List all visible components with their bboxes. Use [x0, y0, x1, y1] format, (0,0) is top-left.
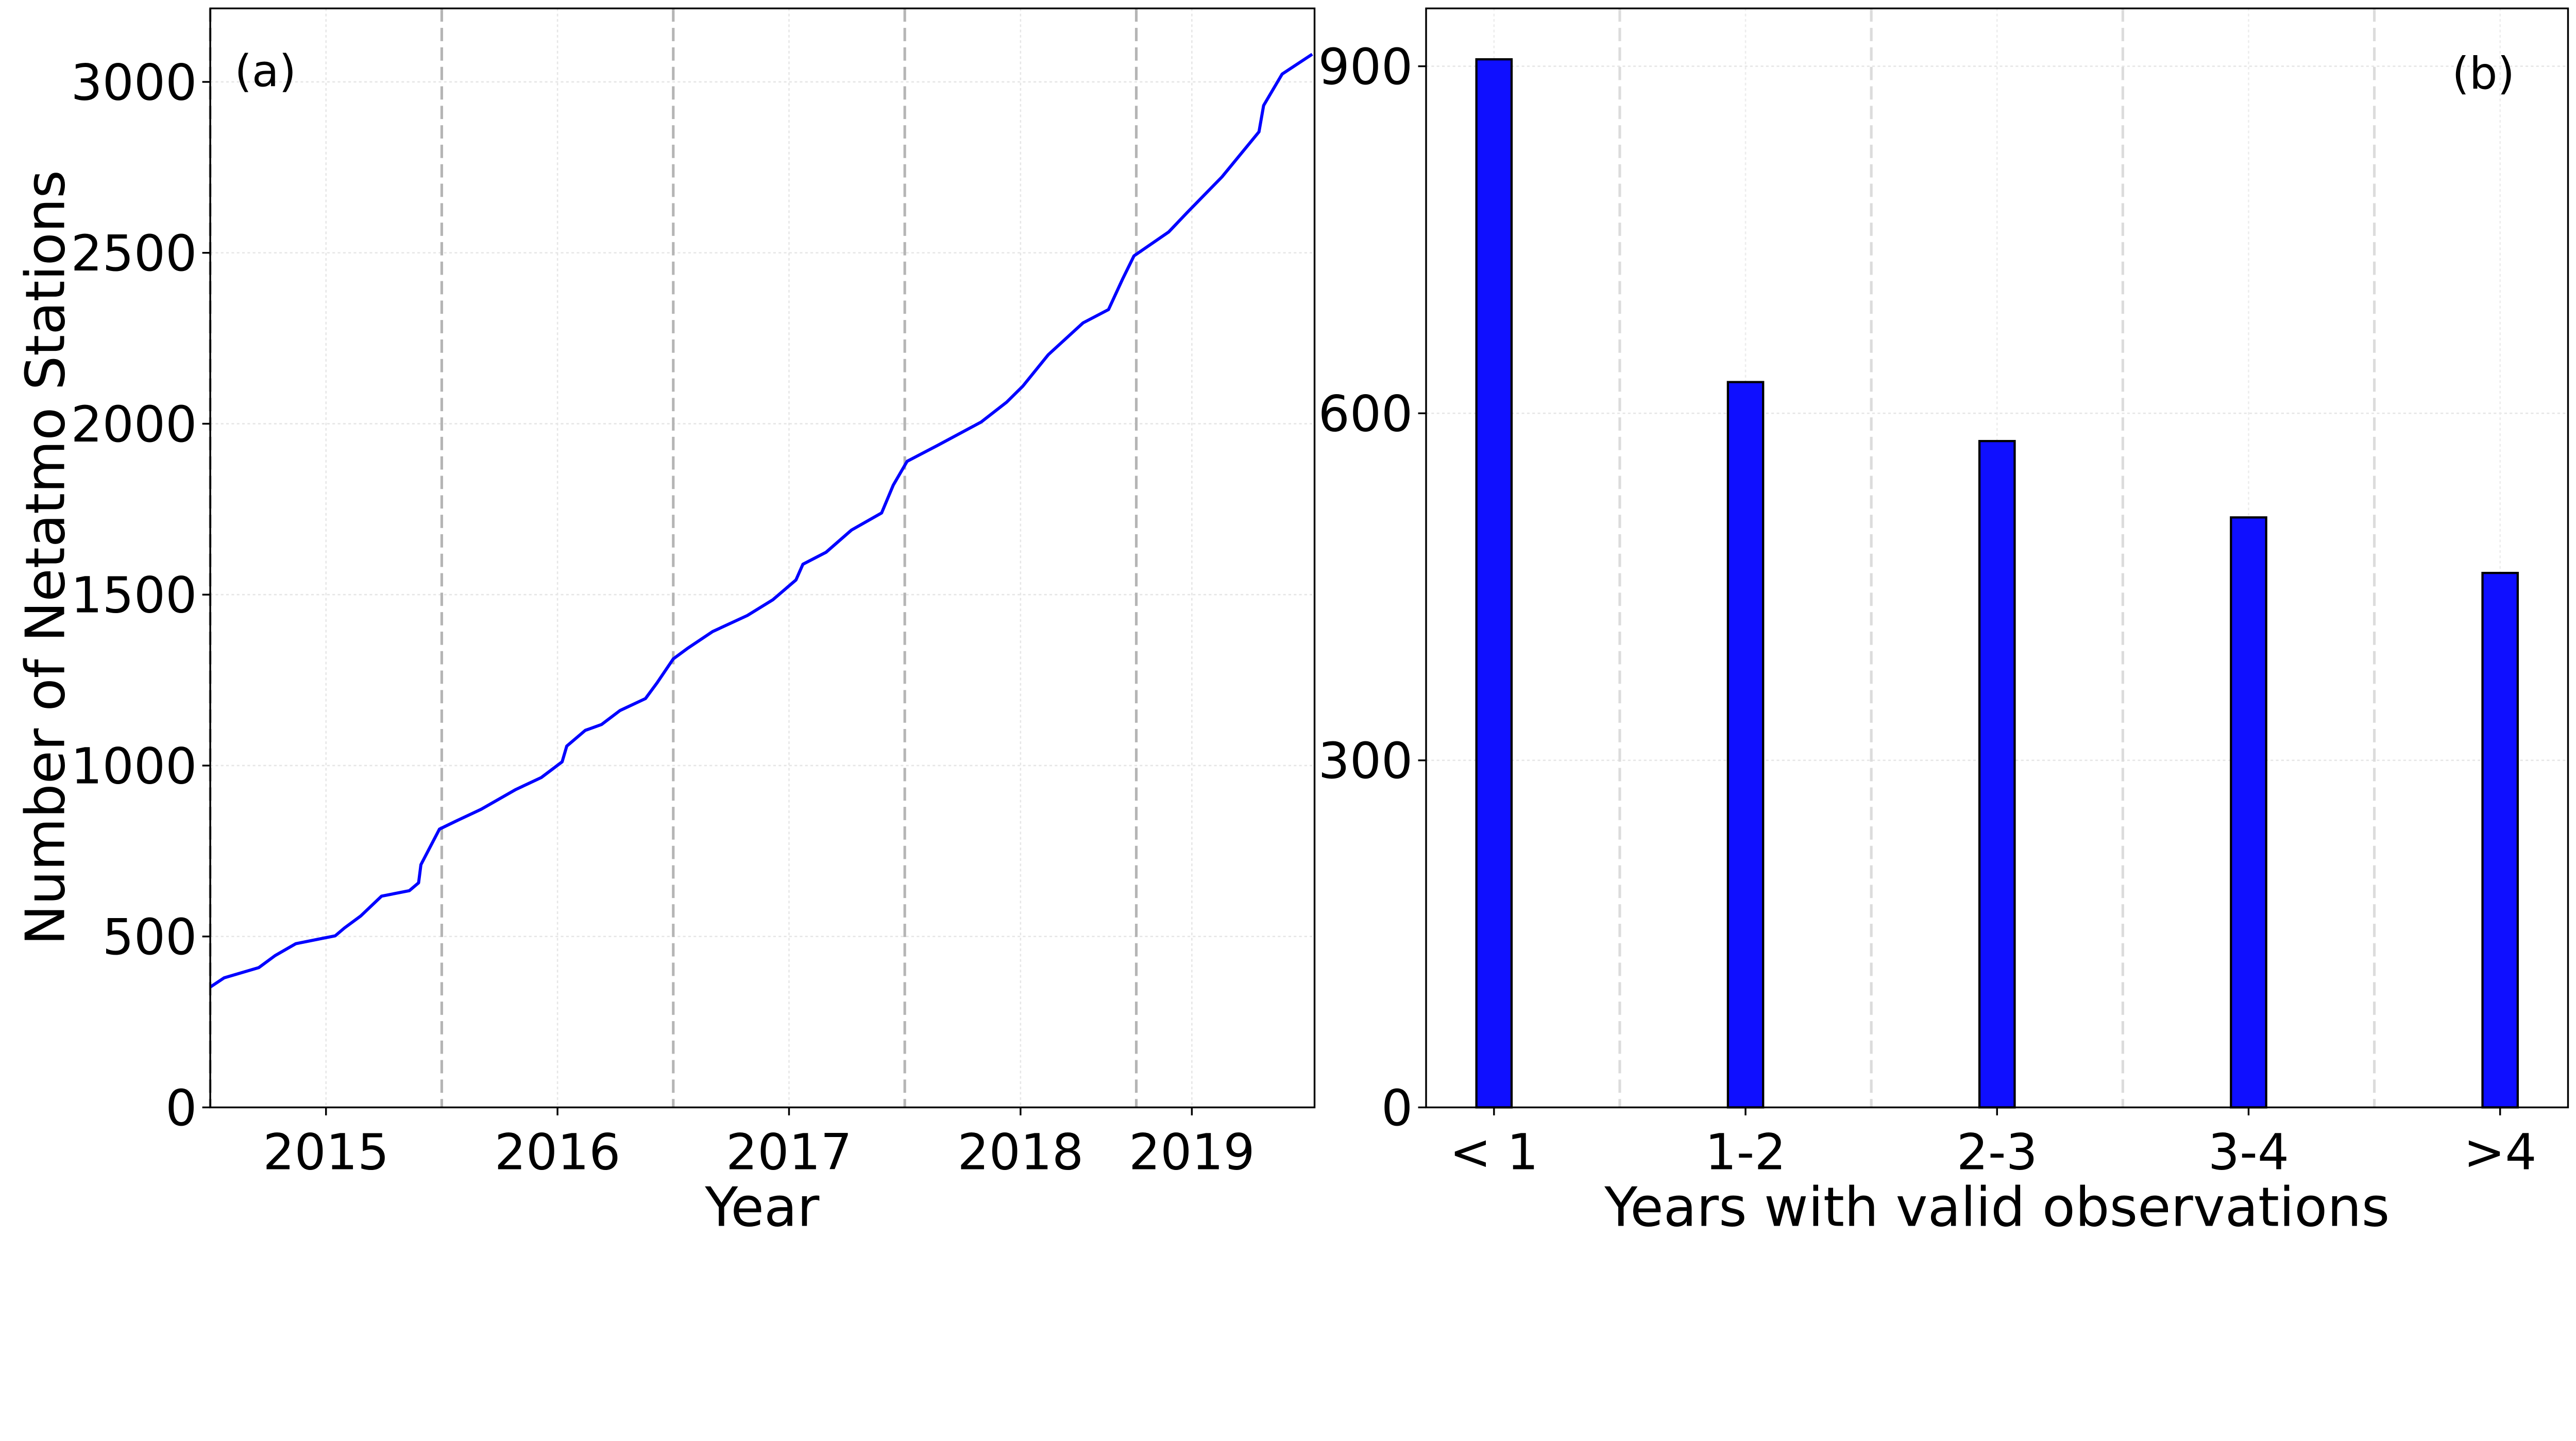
x-tick-label: 2-3	[1957, 1124, 2038, 1181]
y-tick-label: 2500	[71, 225, 197, 282]
x-tick-label: >4	[2464, 1124, 2537, 1181]
bar-1	[1475, 58, 1513, 1109]
x-ticks-a: 2015 2016 2017 2018 2019	[263, 1107, 1255, 1181]
y-tick-label: 900	[1318, 38, 1413, 96]
x-tick-label: 2018	[957, 1124, 1083, 1181]
y-tick-label: 1000	[71, 737, 197, 795]
panel-label-a: (a)	[234, 46, 296, 97]
bar-5	[2481, 571, 2519, 1109]
station-count-line	[209, 53, 1313, 989]
dashed-separators-b	[1618, 8, 2376, 1108]
y-tick-label: 2000	[71, 396, 197, 453]
y-tick-label: 600	[1318, 385, 1413, 443]
x-tick-label: 2019	[1129, 1124, 1255, 1181]
x-ticks-b: < 1 1-2 2-3 3-4 >4	[1450, 1107, 2537, 1181]
plot-frame-a	[209, 7, 1316, 1109]
x-tick-label: 3-4	[2208, 1124, 2289, 1181]
y-tick-label: 500	[103, 908, 197, 966]
x-axis-label-a: Year	[704, 1176, 820, 1238]
bar-2	[1726, 381, 1765, 1109]
y-axis-label-a: Number of Netatmo Stations	[14, 170, 77, 945]
bar-3	[1978, 439, 2016, 1109]
panel-a-line-chart: 2015 2016 2017 2018 2019 0 500 1000 1500 2000 250…	[14, 7, 1316, 1238]
y-tick-label: 3000	[71, 54, 197, 111]
panel-label-b: (b)	[2452, 48, 2515, 99]
y-ticks-b: 0 300 600 900	[1318, 38, 1427, 1137]
x-tick-label: 2016	[495, 1124, 621, 1181]
x-tick-label: 2017	[726, 1124, 852, 1181]
panel-b-bar-chart: < 1 1-2 2-3 3-4 >4 0 300 600 900 (b) Years with…	[1318, 7, 2569, 1238]
bar-4	[2230, 516, 2267, 1109]
y-ticks-a: 0 500 1000 1500 2000 2500 3000	[71, 54, 211, 1137]
y-tick-label: 0	[165, 1079, 197, 1137]
y-tick-label: 1500	[71, 567, 197, 624]
y-tick-label: 0	[1381, 1079, 1413, 1137]
x-axis-label-b: Years with valid observations	[1604, 1176, 2389, 1238]
x-tick-label: 1-2	[1705, 1124, 1786, 1181]
dashed-vlines-a	[209, 8, 1138, 1108]
x-tick-label: 2015	[263, 1124, 389, 1181]
bars-b	[1475, 58, 2519, 1109]
figure: 2015 2016 2017 2018 2019 0 500 1000 1500 2000 250…	[14, 7, 2569, 1238]
grid-a	[210, 8, 1315, 1108]
y-tick-label: 300	[1318, 732, 1413, 790]
x-tick-label: < 1	[1450, 1124, 1538, 1181]
